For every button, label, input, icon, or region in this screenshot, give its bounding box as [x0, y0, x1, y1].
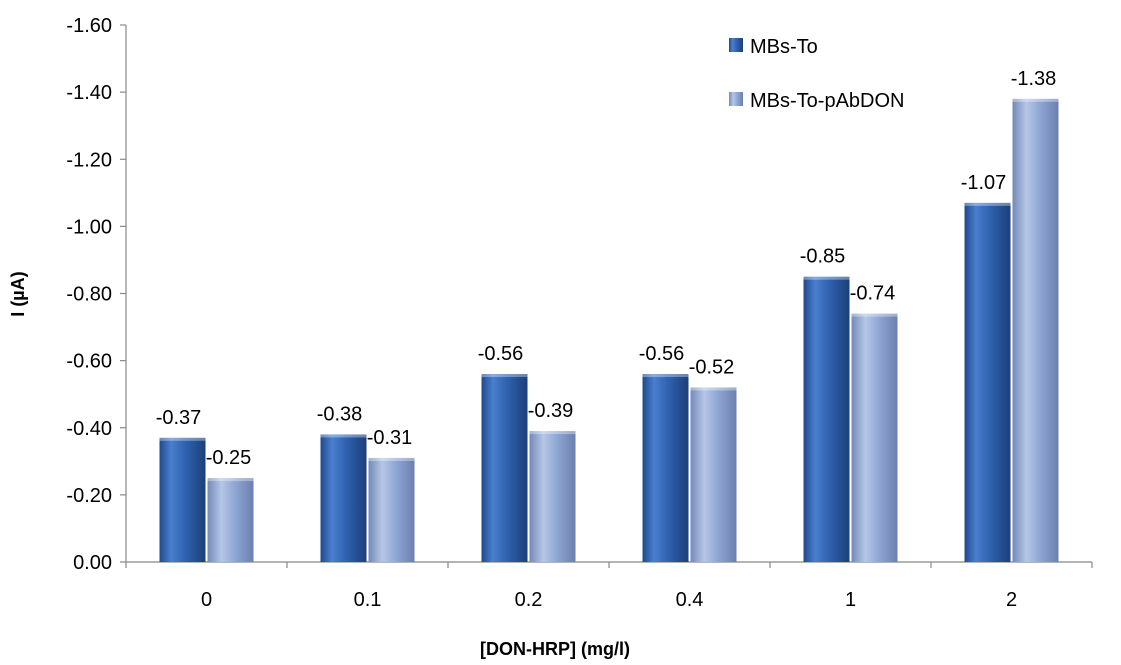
bar-mbs-to — [642, 374, 689, 562]
x-tick-label: 0.1 — [354, 589, 382, 611]
bar-highlight — [1012, 98, 1059, 102]
bar-mbs-to — [481, 374, 528, 562]
legend-label-mbs-to-pabdon: MBs-To-pAbDON — [750, 90, 904, 112]
bar-highlight — [851, 313, 898, 317]
y-tick-label: -1.00 — [66, 216, 112, 238]
y-axis-title: I (µA) — [8, 271, 28, 316]
bar-mbs-to — [320, 434, 367, 562]
bar-mbs-to-pabdon — [368, 457, 415, 562]
y-tick-label: -0.80 — [66, 284, 112, 306]
data-label: -1.07 — [961, 172, 1007, 194]
bar-highlight — [159, 437, 206, 441]
data-label: -0.39 — [528, 400, 574, 422]
data-label: -0.56 — [639, 343, 685, 365]
bar-highlight — [529, 431, 576, 435]
x-tick-label: 0.4 — [676, 589, 704, 611]
bar-highlight — [320, 434, 367, 438]
x-axis-title: [DON-HRP] (mg/l) — [480, 639, 630, 659]
y-tick-label: -0.40 — [66, 418, 112, 440]
x-tick-label: 1 — [845, 589, 856, 611]
bar-mbs-to — [803, 276, 850, 562]
bar-mbs-to-pabdon — [851, 313, 898, 562]
bar-highlight — [368, 457, 415, 461]
x-tick-label: 0 — [201, 589, 212, 611]
data-label: -0.56 — [478, 343, 524, 365]
y-axis-ticks: 0.00 -0.20 -0.40 -0.60 -0.80 -1.00 -1.20 -1.40 -… — [66, 15, 126, 574]
bar-mbs-to-pabdon — [690, 387, 737, 562]
x-axis-ticks: 0 0.1 0.2 0.4 1 2 — [125, 562, 1093, 611]
bar-mbs-to-pabdon — [529, 431, 576, 562]
data-label: -0.31 — [367, 427, 413, 449]
legend-swatch-mbs-to — [729, 38, 743, 52]
bar-highlight — [690, 387, 737, 391]
bar-mbs-to-pabdon — [207, 478, 254, 562]
bar-mbs-to — [964, 202, 1011, 562]
bar-mbs-to-pabdon — [1012, 98, 1059, 563]
bar-highlight — [642, 374, 689, 378]
bar-highlight — [803, 276, 850, 280]
data-labels: -0.37-0.25-0.38-0.31-0.56-0.39-0.56-0.52… — [156, 68, 1057, 469]
y-tick-label: -1.60 — [66, 15, 112, 37]
data-label: -0.52 — [689, 356, 735, 378]
data-label: -0.74 — [850, 283, 896, 305]
data-label: -0.37 — [156, 407, 202, 429]
x-tick-label: 0.2 — [515, 589, 543, 611]
bar-highlight — [964, 202, 1011, 206]
legend-label-mbs-to: MBs-To — [750, 36, 818, 58]
data-label: -1.38 — [1011, 68, 1057, 90]
data-label: -0.25 — [206, 447, 252, 469]
bars — [159, 98, 1059, 563]
y-tick-label: -1.20 — [66, 149, 112, 171]
legend: MBs-To MBs-To-pAbDON — [729, 36, 904, 112]
x-tick-label: 2 — [1006, 589, 1017, 611]
bar-highlight — [481, 374, 528, 378]
y-tick-label: -0.60 — [66, 351, 112, 373]
bar-mbs-to — [159, 437, 206, 562]
y-tick-label: 0.00 — [73, 552, 112, 574]
y-tick-label: -0.20 — [66, 485, 112, 507]
legend-swatch-mbs-to-pabdon — [729, 92, 743, 106]
y-tick-label: -1.40 — [66, 82, 112, 104]
bar-highlight — [207, 478, 254, 482]
data-label: -0.38 — [317, 403, 363, 425]
data-label: -0.85 — [800, 246, 846, 268]
